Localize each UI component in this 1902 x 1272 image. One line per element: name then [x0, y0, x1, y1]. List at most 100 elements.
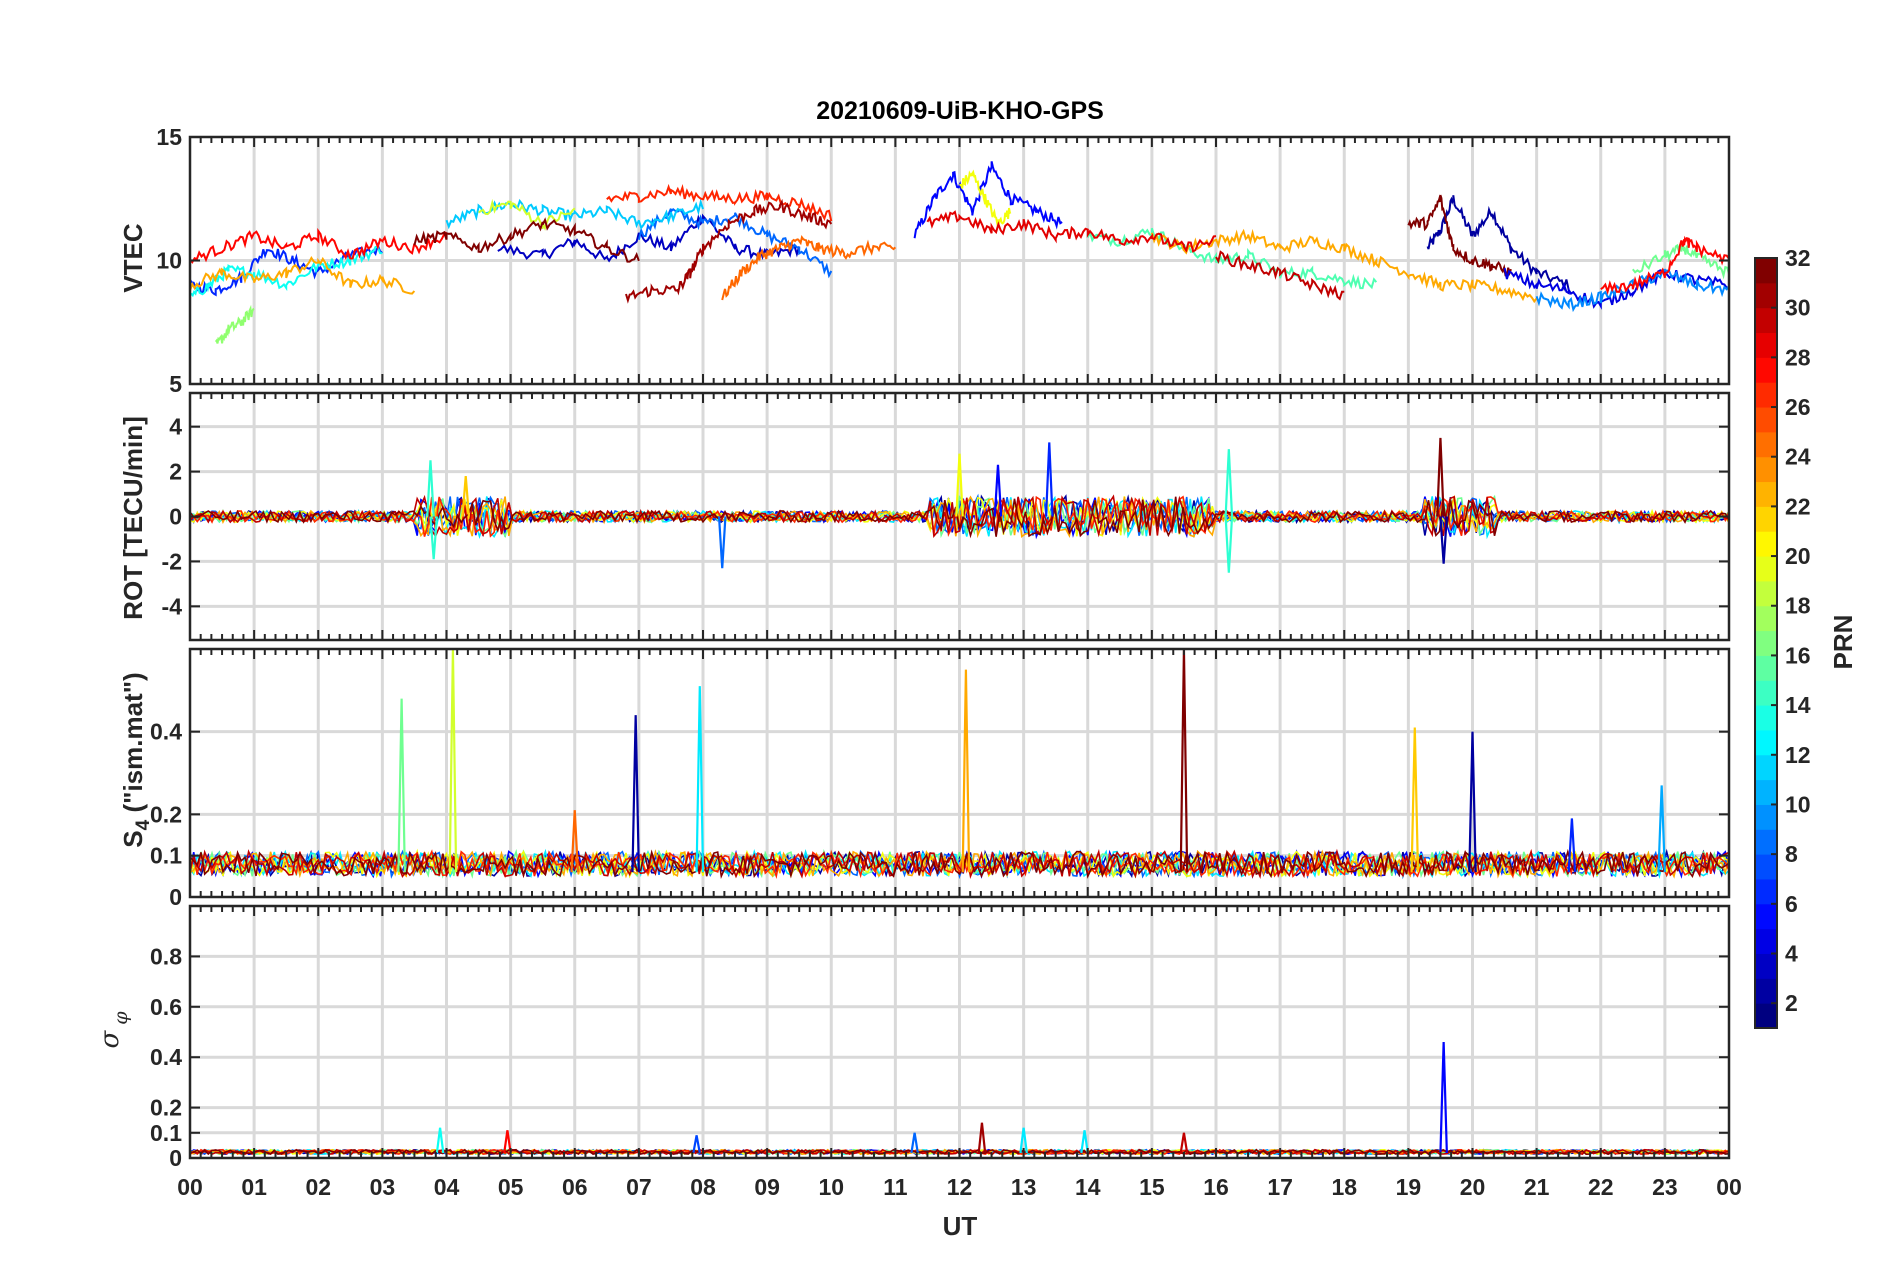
data-layer — [190, 161, 1729, 344]
colorbar-swatch — [1755, 854, 1777, 880]
y-tick-label: -2 — [162, 548, 182, 574]
y-tick-label: 0 — [169, 504, 182, 530]
x-tick-label: 12 — [947, 1174, 973, 1200]
vtec-series-line — [1215, 250, 1345, 301]
colorbar-tick-label: 4 — [1785, 940, 1798, 966]
colorbar-swatch — [1755, 307, 1777, 334]
noise-trace — [190, 496, 1729, 539]
x-tick-label: 14 — [1075, 1174, 1101, 1200]
vtec-series-line — [497, 213, 801, 263]
colorbar-swatch — [1755, 829, 1777, 855]
colorbar-swatch — [1755, 282, 1777, 309]
spike-mark — [1468, 731, 1477, 873]
noise-trace — [190, 849, 1729, 879]
spike-mark — [461, 475, 471, 517]
colorbar-swatch — [1755, 580, 1777, 607]
colorbar-swatch — [1755, 928, 1777, 954]
colorbar-swatch — [1755, 431, 1777, 458]
vtec-series-line — [606, 183, 833, 222]
spike-mark — [717, 516, 727, 569]
y-tick-label: 0 — [169, 884, 182, 910]
vtec-series-line — [1407, 194, 1512, 277]
spike-mark — [1224, 516, 1234, 573]
colorbar-tick-label: 30 — [1785, 295, 1811, 321]
noise-trace — [190, 494, 1729, 539]
x-tick-label: 13 — [1011, 1174, 1037, 1200]
vtec-series-line — [413, 217, 640, 263]
spike-mark — [1179, 649, 1189, 873]
colorbar-swatch — [1755, 655, 1777, 681]
s4-panel: 0 0.1 0.2 0.4 — [150, 647, 1731, 910]
colorbar-frame — [1754, 257, 1778, 1029]
spike-mark — [1044, 442, 1054, 517]
y-tick-label: 5 — [169, 371, 182, 397]
vtec-series-line — [1535, 268, 1729, 313]
colorbar-tick-label: 28 — [1785, 344, 1811, 370]
colorbar-swatch — [1755, 978, 1777, 1004]
colorbar-tick-label: 14 — [1785, 692, 1811, 718]
spike-mark — [692, 1135, 701, 1154]
vtec-series-line — [959, 169, 1012, 228]
colorbar-swatch — [1755, 804, 1777, 830]
colorbar-tick-label: 16 — [1785, 642, 1811, 668]
x-tick-label: 16 — [1203, 1174, 1229, 1200]
noise-trace — [190, 848, 1729, 880]
x-tick-label: 11 — [883, 1174, 908, 1200]
colorbar-swatch — [1755, 878, 1777, 905]
x-tick-label: 08 — [690, 1174, 716, 1200]
x-tick-label: 06 — [562, 1174, 588, 1200]
x-tick-label: 04 — [434, 1174, 460, 1200]
spike-mark — [1439, 516, 1448, 564]
x-tick-label: 07 — [626, 1174, 652, 1200]
spike-mark — [993, 464, 1003, 517]
spike-mark — [977, 1122, 987, 1154]
y-tick-label: 0 — [169, 1145, 182, 1171]
colorbar-swatch — [1755, 456, 1777, 483]
x-tick-label: 10 — [818, 1174, 844, 1200]
vtec-series-line — [190, 245, 383, 298]
colorbar-swatch — [1755, 903, 1777, 930]
y-tick-label: 0.2 — [150, 1095, 182, 1121]
colorbar-swatch — [1755, 332, 1777, 358]
colorbar-swatch — [1755, 630, 1777, 656]
y-tick-label: 0.2 — [150, 801, 182, 827]
vtec-series-line — [214, 304, 255, 344]
spike-mark — [1567, 818, 1577, 873]
y-tick-label: 0.4 — [150, 1044, 182, 1070]
vtec-series-line — [1426, 195, 1570, 292]
colorbar-tick-label: 12 — [1785, 742, 1811, 768]
vtec-series-line — [637, 208, 833, 279]
spike-mark — [631, 715, 640, 873]
rot-panel: -4 -2 0 2 4 — [162, 391, 1731, 642]
x-tick-label: 15 — [1139, 1174, 1165, 1200]
vtec-series-line — [1086, 227, 1378, 290]
colorbar-tick-label: 20 — [1785, 543, 1811, 569]
vtec-series-line — [1503, 267, 1729, 310]
y-tick-label: 2 — [169, 459, 182, 485]
colorbar-swatch — [1755, 357, 1777, 383]
spike-mark — [955, 453, 964, 517]
sigma-phi-panel: 00.10.2 0.4 0.6 0.8 00 01 02 03 04 05 06 07 08 09 10 11… — [150, 904, 1742, 1200]
colorbar-swatch — [1755, 680, 1777, 706]
y-tick-label: 0.6 — [150, 994, 182, 1020]
x-axis-label: UT — [943, 1211, 978, 1241]
vtec-series-line — [625, 198, 833, 304]
vtec-series-line — [478, 198, 576, 231]
colorbar-swatch — [1755, 1003, 1777, 1029]
y-tick-label: 4 — [169, 414, 182, 440]
spike-mark — [1439, 1042, 1448, 1153]
x-tick-label: 17 — [1267, 1174, 1293, 1200]
vtec-series-line — [721, 234, 897, 301]
x-tick-label: 19 — [1396, 1174, 1422, 1200]
vtec-series-line — [1600, 235, 1729, 296]
spike-mark — [1657, 785, 1666, 873]
spike-mark — [910, 1132, 919, 1154]
colorbar-swatch — [1755, 705, 1777, 731]
x-tick-label: 01 — [241, 1174, 267, 1200]
x-tick-label: 00 — [177, 1174, 203, 1200]
vtec-series-line — [190, 227, 448, 264]
spike-mark — [397, 698, 406, 873]
colorbar-swatch — [1755, 953, 1777, 979]
x-tick-label: 02 — [305, 1174, 331, 1200]
